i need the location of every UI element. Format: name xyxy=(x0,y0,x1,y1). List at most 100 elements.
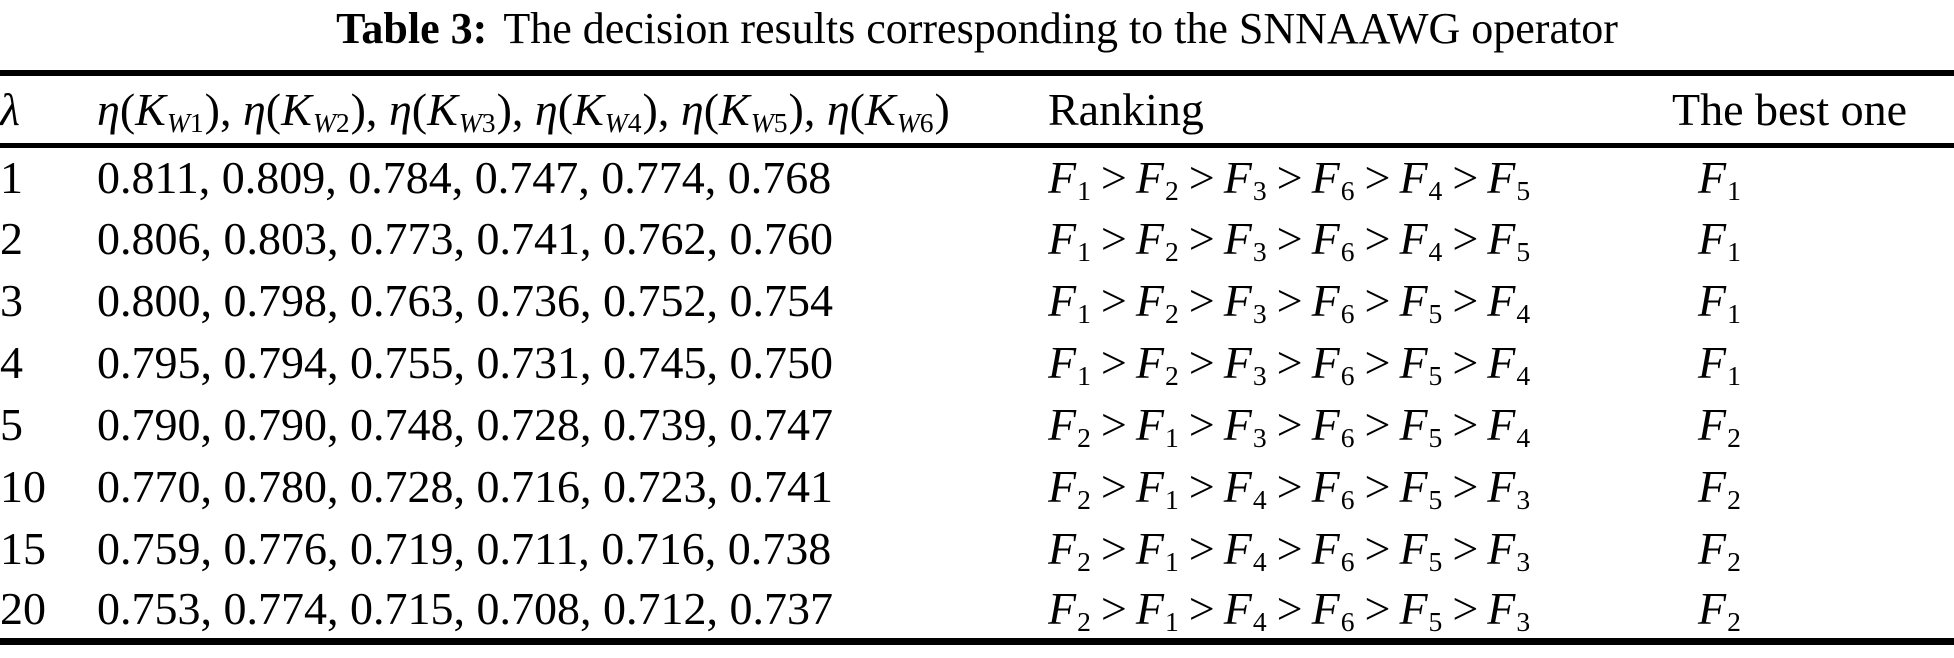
matrix-symbol: K xyxy=(135,83,166,135)
alternative-symbol: F xyxy=(1048,336,1077,388)
alternative-subscript: 4 xyxy=(1252,546,1267,578)
eta-symbol: η xyxy=(826,83,850,135)
table-row: 2 0.806, 0.803, 0.773, 0.741, 0.762, 0.76… xyxy=(0,207,1954,269)
matrix-symbol: K xyxy=(865,83,896,135)
greater-than-symbol: > xyxy=(1276,522,1303,574)
alternative-subscript: 2 xyxy=(1077,484,1091,516)
alternative-symbol: F xyxy=(1135,151,1164,203)
alternative-subscript: 5 xyxy=(1428,484,1443,516)
greater-than-symbol: > xyxy=(1188,398,1215,450)
eta-symbol: η xyxy=(242,83,266,135)
header-row: λ η(KW1), η(KW2), η(KW3), η(KW4), η(KW5)… xyxy=(0,73,1954,148)
greater-than-symbol: > xyxy=(1188,212,1215,264)
alternative-subscript: 1 xyxy=(1727,236,1741,268)
alternative-symbol: F xyxy=(1135,274,1164,326)
alternative-symbol: F xyxy=(1223,522,1252,574)
alternative-subscript: 2 xyxy=(1077,546,1091,578)
alternative-subscript: 6 xyxy=(1340,360,1355,392)
ranking-cell: F1 > F2 > F3 > F6 > F4 > F5 xyxy=(1048,145,1672,207)
lambda-cell: 5 xyxy=(0,398,23,450)
alternative-symbol: F xyxy=(1399,274,1428,326)
greater-than-symbol: > xyxy=(1188,522,1215,574)
alternative-symbol: F xyxy=(1311,274,1340,326)
weight-subscript: W2 xyxy=(312,107,350,139)
alternative-symbol: F xyxy=(1135,336,1164,388)
alternative-symbol: F xyxy=(1223,274,1252,326)
alternative-symbol: F xyxy=(1135,460,1164,512)
greater-than-symbol: > xyxy=(1452,522,1479,574)
table-caption: Table 3: The decision results correspond… xyxy=(0,0,1954,70)
alternative-symbol: F xyxy=(1399,582,1428,634)
lambda-cell: 3 xyxy=(0,274,23,326)
alternative-subscript: 4 xyxy=(1516,422,1531,454)
eta-values-cell: 0.770, 0.780, 0.728, 0.716, 0.723, 0.741 xyxy=(97,460,833,512)
subscript-letter: W xyxy=(312,107,336,139)
col-header-best-one: The best one xyxy=(1672,73,1954,148)
greater-than-symbol: > xyxy=(1364,151,1391,203)
alternative-symbol: F xyxy=(1311,460,1340,512)
table-row: 20 0.753, 0.774, 0.715, 0.708, 0.712, 0.7… xyxy=(0,579,1954,641)
alternative-subscript: 6 xyxy=(1340,236,1355,268)
alternative-subscript: 3 xyxy=(1252,422,1267,454)
weight-subscript: W5 xyxy=(750,107,788,139)
alternative-symbol: F xyxy=(1048,151,1077,203)
alternative-subscript: 2 xyxy=(1077,422,1091,454)
alternative-symbol: F xyxy=(1048,582,1077,634)
matrix-symbol: K xyxy=(719,83,750,135)
alternative-subscript: 2 xyxy=(1727,484,1741,516)
alternative-symbol: F xyxy=(1223,460,1252,512)
alternative-symbol: F xyxy=(1048,398,1077,450)
alternative-symbol: F xyxy=(1135,398,1164,450)
eta-values-cell: 0.806, 0.803, 0.773, 0.741, 0.762, 0.760 xyxy=(97,212,833,264)
best-one-cell: F2 xyxy=(1672,455,1954,517)
best-one-cell: F1 xyxy=(1672,207,1954,269)
best-one-cell: F1 xyxy=(1672,145,1954,207)
alternative-symbol: F xyxy=(1311,582,1340,634)
alternative-subscript: 4 xyxy=(1252,606,1267,638)
greater-than-symbol: > xyxy=(1276,460,1303,512)
alternative-subscript: 2 xyxy=(1164,236,1179,268)
alternative-subscript: 5 xyxy=(1428,298,1443,330)
alternative-symbol: F xyxy=(1487,398,1516,450)
greater-than-symbol: > xyxy=(1452,336,1479,388)
alternative-symbol: F xyxy=(1698,522,1727,574)
greater-than-symbol: > xyxy=(1276,336,1303,388)
alternative-subscript: 1 xyxy=(1077,236,1091,268)
table-caption-label: Table 3: xyxy=(336,4,488,53)
alternative-symbol: F xyxy=(1399,460,1428,512)
greater-than-symbol: > xyxy=(1100,582,1127,634)
greater-than-symbol: > xyxy=(1452,582,1479,634)
alternative-subscript: 4 xyxy=(1516,360,1531,392)
greater-than-symbol: > xyxy=(1452,398,1479,450)
alternative-subscript: 1 xyxy=(1164,606,1179,638)
greater-than-symbol: > xyxy=(1364,274,1391,326)
alternative-symbol: F xyxy=(1487,522,1516,574)
alternative-symbol: F xyxy=(1311,336,1340,388)
alternative-subscript: 4 xyxy=(1428,236,1443,268)
alternative-subscript: 2 xyxy=(1077,606,1091,638)
greater-than-symbol: > xyxy=(1452,274,1479,326)
alternative-subscript: 5 xyxy=(1428,546,1443,578)
alternative-symbol: F xyxy=(1311,398,1340,450)
alternative-symbol: F xyxy=(1698,336,1727,388)
eta-values-cell: 0.795, 0.794, 0.755, 0.731, 0.745, 0.750 xyxy=(97,336,833,388)
greater-than-symbol: > xyxy=(1452,460,1479,512)
alternative-symbol: F xyxy=(1048,212,1077,264)
alternative-subscript: 6 xyxy=(1340,546,1355,578)
table-row: 15 0.759, 0.776, 0.719, 0.711, 0.716, 0.7… xyxy=(0,517,1954,579)
alternative-subscript: 3 xyxy=(1516,606,1531,638)
greater-than-symbol: > xyxy=(1188,151,1215,203)
greater-than-symbol: > xyxy=(1276,151,1303,203)
alternative-subscript: 6 xyxy=(1340,422,1355,454)
alternative-subscript: 1 xyxy=(1077,175,1091,207)
best-one-cell: F1 xyxy=(1672,331,1954,393)
table-row: 10 0.770, 0.780, 0.728, 0.716, 0.723, 0.7… xyxy=(0,455,1954,517)
alternative-symbol: F xyxy=(1048,274,1077,326)
eta-values-cell: 0.753, 0.774, 0.715, 0.708, 0.712, 0.737 xyxy=(97,582,833,634)
alternative-subscript: 2 xyxy=(1164,360,1179,392)
alternative-subscript: 5 xyxy=(1516,175,1531,207)
greater-than-symbol: > xyxy=(1188,460,1215,512)
alternative-subscript: 1 xyxy=(1077,298,1091,330)
matrix-symbol: K xyxy=(281,83,312,135)
greater-than-symbol: > xyxy=(1276,212,1303,264)
